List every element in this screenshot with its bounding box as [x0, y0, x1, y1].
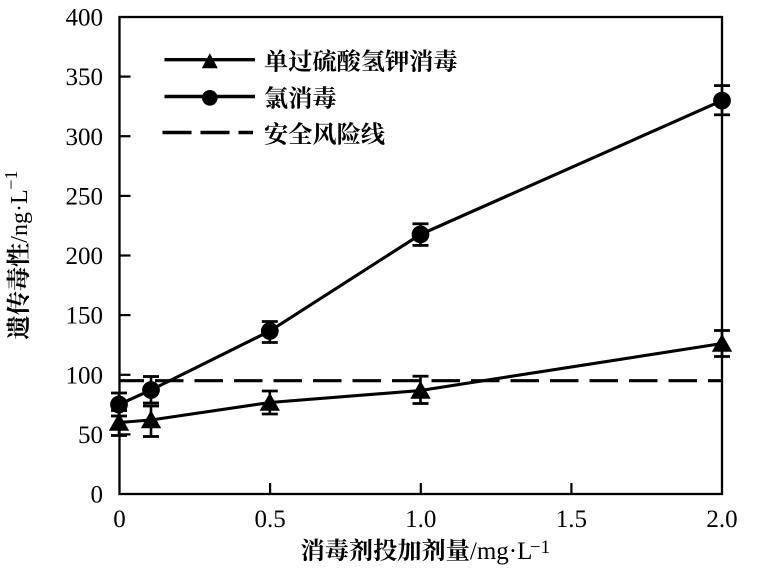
svg-text:/ng·L: /ng·L [7, 189, 33, 242]
svg-text:0: 0 [91, 482, 104, 509]
svg-text:0.5: 0.5 [254, 506, 285, 533]
svg-text:/mg·L: /mg·L [470, 538, 533, 565]
svg-text:350: 350 [66, 64, 104, 91]
svg-text:100: 100 [66, 362, 104, 389]
svg-text:200: 200 [66, 243, 104, 270]
svg-text:1.5: 1.5 [556, 506, 587, 533]
svg-text:−1: −1 [1, 171, 21, 190]
svg-text:2.0: 2.0 [706, 506, 737, 533]
svg-text:1.0: 1.0 [405, 506, 436, 533]
svg-text:−1: −1 [530, 537, 550, 558]
svg-text:0: 0 [113, 506, 126, 533]
svg-text:300: 300 [66, 124, 104, 151]
svg-text:50: 50 [78, 422, 103, 449]
svg-text:250: 250 [66, 184, 104, 211]
svg-text:150: 150 [66, 303, 104, 330]
svg-text:400: 400 [66, 5, 104, 32]
